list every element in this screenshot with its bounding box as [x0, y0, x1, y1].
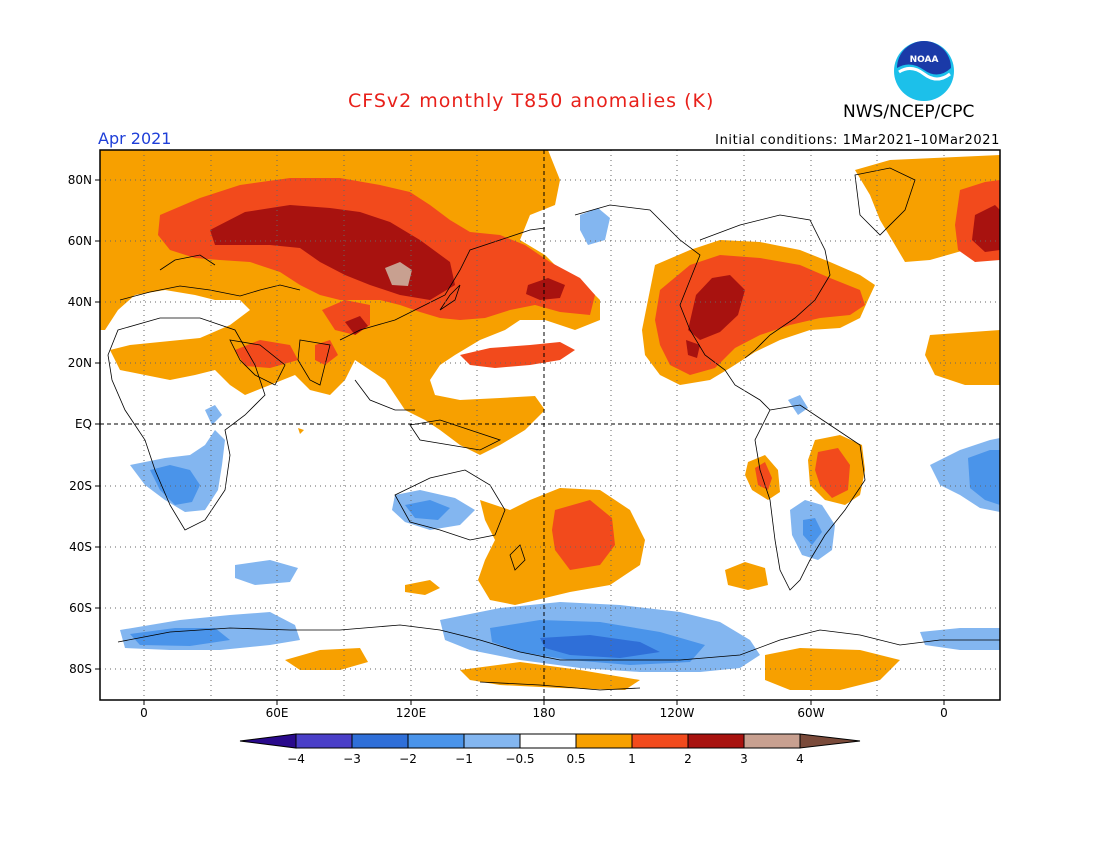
colorbar-label-pos3: 3 — [740, 752, 748, 766]
colorbar — [239, 733, 861, 749]
colorbar-bin-neutral — [519, 733, 577, 749]
anomaly-field — [100, 150, 1000, 691]
colorbar-label-pos05: 0.5 — [566, 752, 586, 766]
forecast-period: Apr 2021 — [98, 129, 172, 148]
lon-label-180: 180 — [532, 706, 556, 720]
colorbar-label-neg05: −0.5 — [505, 752, 535, 766]
colorbar-label-pos1: 1 — [628, 752, 636, 766]
colorbar-label-pos2: 2 — [684, 752, 692, 766]
colorbar-bin-4-3 — [295, 733, 353, 749]
lat-label-20n: 20N — [67, 356, 92, 370]
noaa-logo: NOAA — [894, 41, 954, 101]
lon-label-60e: 60E — [265, 706, 289, 720]
tick-marks — [95, 179, 945, 705]
lat-label-40s: 40S — [69, 540, 92, 554]
colorbar-bin-3-4 — [743, 733, 801, 749]
map-frame — [99, 149, 1001, 701]
lon-label-0-right: 0 — [940, 706, 948, 720]
initial-conditions: Initial conditions: 1Mar2021–10Mar2021 — [715, 133, 1000, 148]
lat-label-20s: 20S — [69, 479, 92, 493]
colorbar-bin-2-1 — [407, 733, 465, 749]
colorbar-bin-1-2 — [631, 733, 689, 749]
lon-label-120w: 120W — [659, 706, 695, 720]
reference-lines — [100, 150, 1000, 700]
cold-anomaly-strong — [540, 635, 660, 658]
gridlines — [100, 150, 1000, 700]
chart-title: CFSv2 monthly T850 anomalies (K) — [348, 90, 715, 112]
colorbar-bin-3-2 — [351, 733, 409, 749]
colorbar-bin-gt-4 — [799, 733, 861, 749]
lon-label-60w: 60W — [797, 706, 825, 720]
agency-label: NWS/NCEP/CPC — [843, 102, 975, 122]
colorbar-label-neg1: −1 — [455, 752, 473, 766]
colorbar-label-neg4: −4 — [287, 752, 305, 766]
lat-label-60n: 60N — [67, 234, 92, 248]
lon-label-120e: 120E — [395, 706, 427, 720]
lat-label-eq: EQ — [74, 417, 92, 431]
colorbar-label-neg3: −3 — [343, 752, 361, 766]
colorbar-bin-1-05 — [463, 733, 521, 749]
lat-label-60s: 60S — [69, 601, 92, 615]
colorbar-bin-lt-4 — [239, 733, 297, 749]
coastlines — [107, 167, 1000, 691]
lon-label-0-left: 0 — [140, 706, 148, 720]
svg-text:NOAA: NOAA — [910, 55, 939, 65]
colorbar-bin-05-1 — [575, 733, 633, 749]
lat-label-80s: 80S — [69, 662, 92, 676]
warm-anomaly-extreme — [385, 262, 412, 286]
colorbar-label-neg2: −2 — [399, 752, 417, 766]
colorbar-bin-2-3 — [687, 733, 745, 749]
lat-label-40n: 40N — [67, 295, 92, 309]
lat-label-80n: 80N — [67, 173, 92, 187]
colorbar-label-pos4: 4 — [796, 752, 804, 766]
